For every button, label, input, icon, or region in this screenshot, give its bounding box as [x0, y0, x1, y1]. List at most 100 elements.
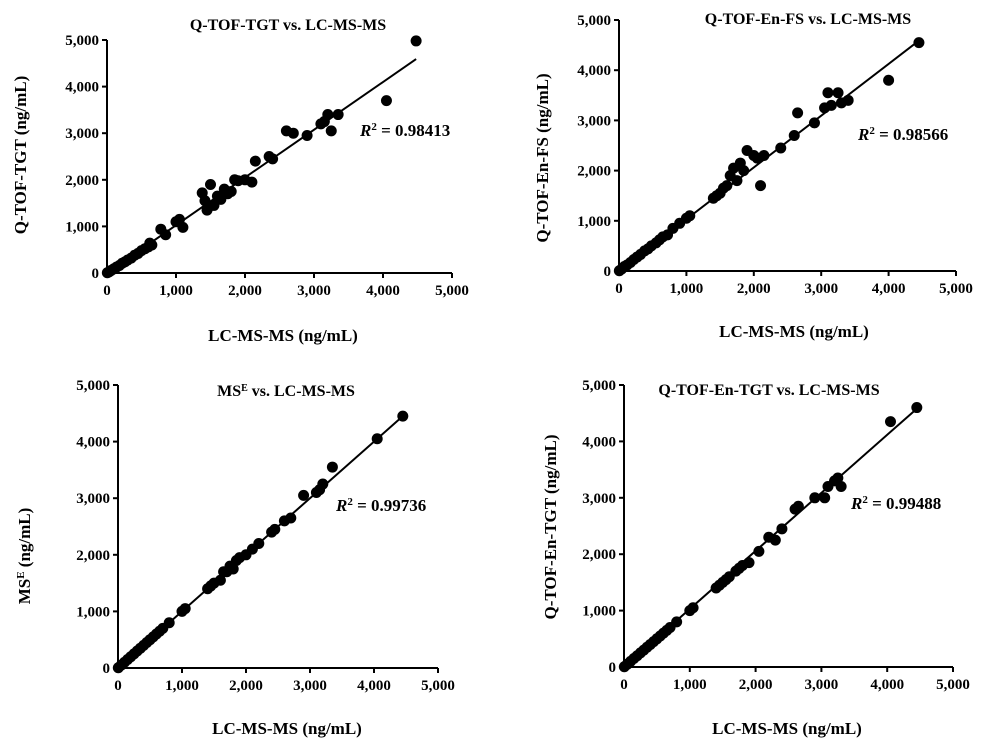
data-point	[883, 74, 895, 86]
chart-title: Q-TOF-En-FS vs. LC-MS-MS	[705, 11, 911, 28]
x-tick-label: 2,000	[228, 283, 262, 299]
y-tick-label: 2,000	[76, 548, 110, 564]
r-squared-annotation: R2 = 0.99736	[335, 496, 426, 515]
x-tick-label: 1,000	[165, 678, 199, 694]
data-point	[832, 87, 844, 99]
data-point	[380, 95, 392, 107]
data-point	[298, 489, 310, 501]
panel-q-tof-tgt: Q-TOF-TGT vs. LC-MS-MS LC-MS-MS (ng/mL) …	[11, 17, 450, 345]
data-point	[758, 150, 770, 162]
data-point	[269, 523, 281, 535]
data-point	[249, 155, 261, 167]
data-point	[822, 87, 834, 99]
x-tick-label: 4,000	[872, 281, 906, 297]
data-point	[808, 117, 820, 129]
data-point	[842, 94, 854, 106]
regression-line	[106, 58, 417, 274]
data-point	[792, 107, 804, 119]
y-tick-label: 1,000	[582, 604, 616, 620]
chart-title: Q-TOF-En-TGT vs. LC-MS-MS	[658, 382, 879, 399]
data-point	[397, 410, 409, 422]
y-tick-label: 3,000	[577, 113, 611, 129]
y-axis-label: Q-TOF-En-TGT (ng/mL)	[541, 435, 560, 620]
x-axis-label: LC-MS-MS (ng/mL)	[208, 326, 358, 345]
y-tick-label: 0	[604, 264, 612, 280]
data-point	[775, 142, 787, 154]
x-tick-label: 5,000	[936, 677, 970, 693]
data-point	[809, 492, 821, 504]
data-point	[160, 229, 172, 241]
x-tick-label: 3,000	[297, 283, 331, 299]
data-point	[769, 534, 781, 546]
data-point	[743, 557, 755, 569]
x-tick-label: 2,000	[739, 677, 773, 693]
data-point	[731, 175, 743, 187]
x-tick-label: 2,000	[229, 678, 263, 694]
y-tick-label: 1,000	[65, 219, 99, 235]
data-point	[819, 492, 831, 504]
data-point	[199, 195, 211, 207]
panel-ms-e: MSE vs. LC-MS-MS LC-MS-MS (ng/mL) MSE (n…	[15, 383, 426, 739]
r-squared-annotation: R2 = 0.98566	[857, 125, 948, 144]
x-tick-label: 4,000	[870, 677, 904, 693]
y-tick-label: 1,000	[76, 604, 110, 620]
x-tick-label: 0	[620, 677, 628, 693]
data-point	[832, 472, 844, 484]
data-point	[177, 221, 189, 233]
plot-area-3: 0 1,000 2,000 3,000 4,000 5,000 0 1,000 2,000 3,0…	[582, 378, 970, 693]
data-point	[317, 478, 329, 490]
x-axis-label: LC-MS-MS (ng/mL)	[719, 322, 869, 341]
data-point	[205, 178, 216, 190]
data-point	[721, 180, 733, 192]
data-point	[301, 130, 313, 142]
x-tick-label: 5,000	[421, 678, 455, 694]
x-axis-label: LC-MS-MS (ng/mL)	[212, 719, 362, 738]
panel-q-tof-en-tgt: Q-TOF-En-TGT vs. LC-MS-MS LC-MS-MS (ng/m…	[541, 382, 941, 738]
data-point	[684, 210, 696, 222]
y-tick-label: 2,000	[65, 173, 99, 189]
x-tick-label: 4,000	[357, 678, 391, 694]
x-tick-label: 3,000	[804, 281, 838, 297]
data-point	[410, 35, 422, 47]
data-point	[246, 176, 258, 188]
data-point	[825, 99, 837, 111]
y-tick-label: 5,000	[582, 378, 616, 394]
y-tick-label: 1,000	[577, 214, 611, 230]
plot-area-2: 0 1,000 2,000 3,000 4,000 5,000 0 1,000 2,000 3,0…	[76, 378, 455, 694]
y-tick-label: 5,000	[577, 13, 611, 29]
y-tick-label: 3,000	[76, 491, 110, 507]
data-point	[179, 603, 191, 615]
data-point	[755, 180, 767, 192]
data-point	[322, 109, 334, 121]
y-tick-label: 0	[103, 661, 111, 677]
x-tick-label: 1,000	[159, 283, 193, 299]
x-tick-label: 3,000	[293, 678, 327, 694]
x-axis-label: LC-MS-MS (ng/mL)	[712, 719, 862, 738]
r-squared-annotation: R2 = 0.99488	[850, 494, 941, 513]
data-point	[325, 125, 337, 137]
data-point	[788, 129, 800, 141]
x-tick-label: 5,000	[939, 281, 973, 297]
data-point	[911, 402, 923, 414]
data-point	[287, 127, 299, 139]
x-tick-label: 1,000	[673, 677, 707, 693]
data-point	[225, 185, 237, 197]
data-point	[776, 523, 788, 535]
y-axis-label: MSE (ng/mL)	[15, 508, 34, 605]
data-point	[884, 416, 896, 428]
data-point	[227, 563, 239, 575]
y-tick-label: 4,000	[65, 80, 99, 96]
y-tick-label: 3,000	[65, 126, 99, 142]
y-tick-label: 4,000	[76, 435, 110, 451]
data-point	[214, 574, 226, 586]
data-point	[835, 481, 847, 493]
data-point	[326, 461, 338, 473]
y-tick-label: 4,000	[582, 434, 616, 450]
data-point	[371, 433, 383, 445]
x-tick-label: 5,000	[435, 283, 469, 299]
panel-q-tof-en-fs: Q-TOF-En-FS vs. LC-MS-MS LC-MS-MS (ng/mL…	[533, 11, 948, 341]
y-tick-label: 5,000	[76, 378, 110, 394]
data-point	[285, 512, 297, 524]
y-tick-label: 2,000	[582, 547, 616, 563]
